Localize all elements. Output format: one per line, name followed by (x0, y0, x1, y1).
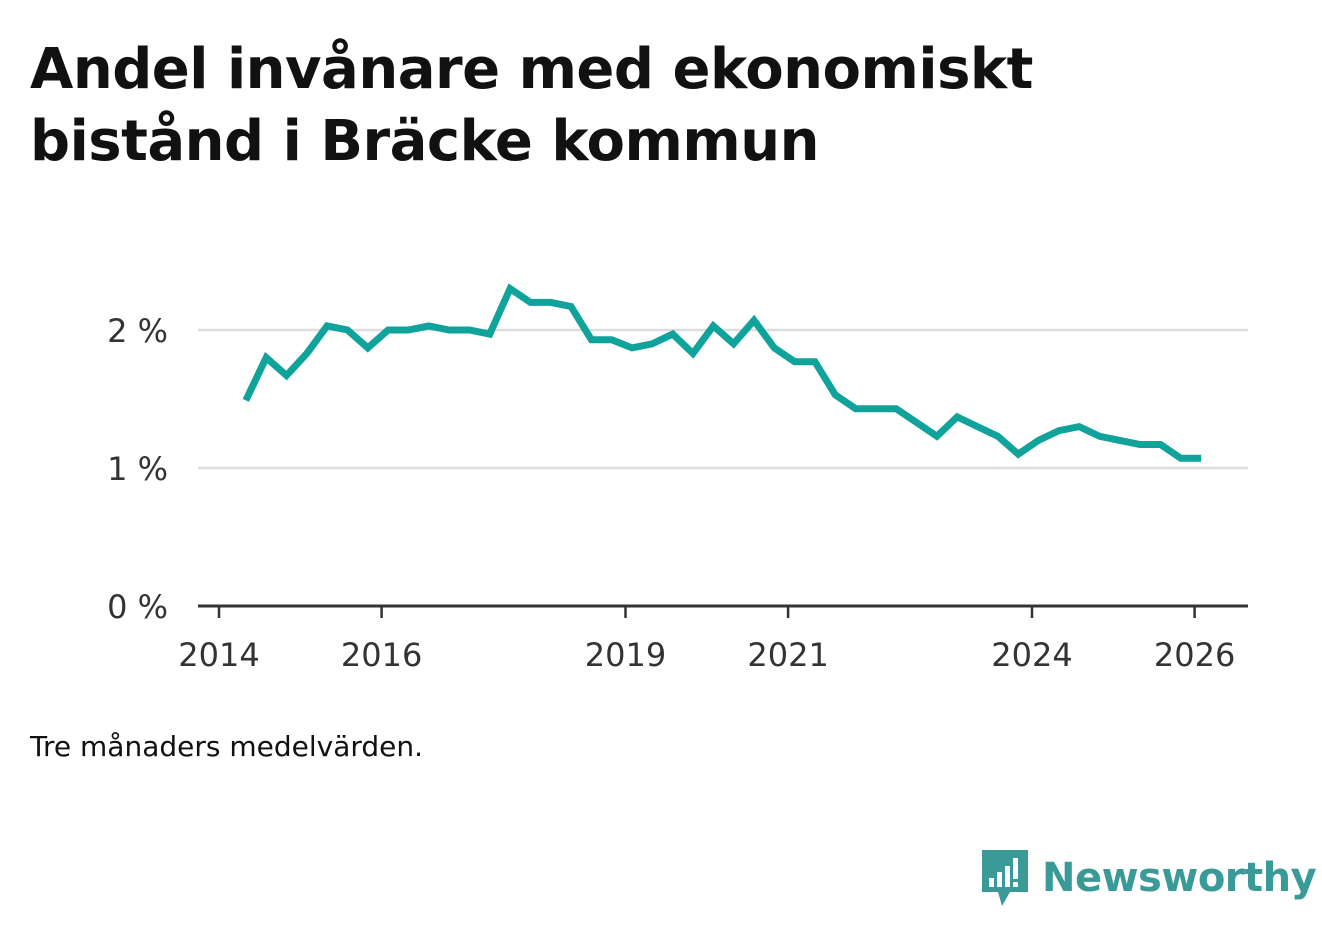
y-tick-label: 2 % (107, 312, 168, 350)
plot-area (242, 283, 1202, 462)
newsworthy-logo-icon (982, 850, 1028, 906)
line-chart: 0 % 1 % 2 % 2014 2016 2019 2021 2024 2026 (107, 283, 1248, 674)
y-tick-label: 1 % (107, 450, 168, 488)
grid-lines (198, 328, 1248, 470)
x-axis: 2014 2016 2019 2021 2024 2026 (178, 604, 1248, 674)
x-tick-label: 2024 (991, 636, 1072, 674)
y-axis-ticks: 0 % 1 % 2 % (107, 312, 168, 626)
brand-logo: Newsworthy (980, 848, 1317, 908)
x-tick-label: 2019 (585, 636, 666, 674)
y-tick-label: 0 % (107, 588, 168, 626)
series-line (242, 283, 1202, 462)
brand-name: Newsworthy (1042, 855, 1317, 901)
x-tick-label: 2021 (747, 636, 828, 674)
chart-note: Tre månaders medelvärden. (30, 730, 424, 763)
x-tick-label: 2014 (178, 636, 259, 674)
chart-title: Andel invånare med ekonomiskt bistånd i B… (30, 37, 1033, 174)
x-tick-label: 2026 (1154, 636, 1235, 674)
x-tick-label: 2016 (341, 636, 422, 674)
